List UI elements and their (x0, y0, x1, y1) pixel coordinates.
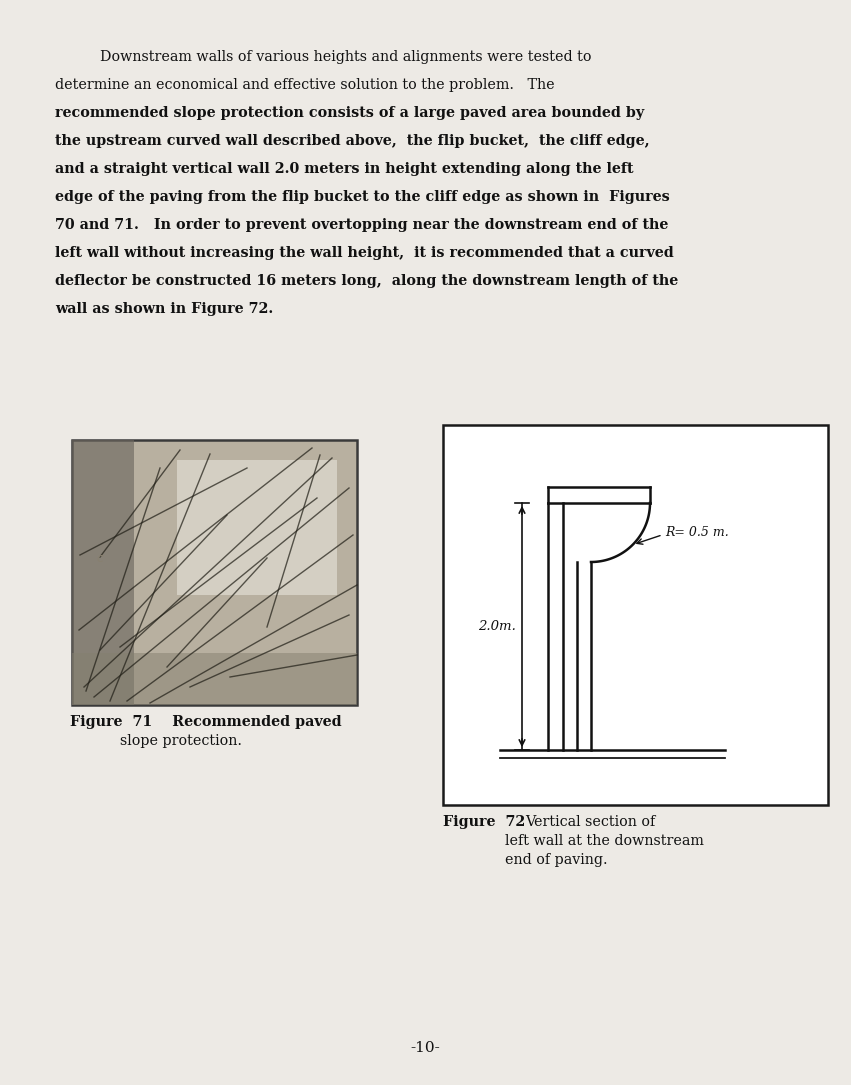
Text: Figure  71    Recommended paved: Figure 71 Recommended paved (70, 715, 341, 729)
Text: deflector be constructed 16 meters long,  along the downstream length of the: deflector be constructed 16 meters long,… (55, 275, 678, 288)
Text: Downstream walls of various heights and alignments were tested to: Downstream walls of various heights and … (55, 50, 591, 64)
Text: wall as shown in Figure 72.: wall as shown in Figure 72. (55, 302, 273, 316)
Text: -10-: -10- (411, 1041, 440, 1055)
Bar (443, 425, 828, 805)
Bar (177, 460, 337, 595)
Bar (72, 653, 357, 705)
Text: Vertical section of: Vertical section of (525, 815, 655, 829)
Text: determine an economical and effective solution to the problem.   The: determine an economical and effective so… (55, 78, 555, 92)
Text: end of paving.: end of paving. (505, 853, 608, 867)
Bar (72, 441, 357, 705)
Text: Figure  72: Figure 72 (443, 815, 525, 829)
Bar (72, 441, 134, 705)
Text: and a straight vertical wall 2.0 meters in height extending along the left: and a straight vertical wall 2.0 meters … (55, 162, 633, 176)
Text: 70 and 71.   In order to prevent overtopping near the downstream end of the: 70 and 71. In order to prevent overtoppi… (55, 218, 668, 232)
Text: R= 0.5 m.: R= 0.5 m. (665, 526, 728, 539)
Text: the upstream curved wall described above,  the flip bucket,  the cliff edge,: the upstream curved wall described above… (55, 135, 649, 148)
Text: c: c (96, 551, 103, 564)
Text: 2.0m.: 2.0m. (478, 620, 516, 633)
Text: left wall without increasing the wall height,  it is recommended that a curved: left wall without increasing the wall he… (55, 246, 674, 260)
Text: slope protection.: slope protection. (120, 733, 242, 748)
Text: recommended slope protection consists of a large paved area bounded by: recommended slope protection consists of… (55, 106, 644, 120)
Text: left wall at the downstream: left wall at the downstream (505, 834, 704, 848)
Text: edge of the paving from the flip bucket to the cliff edge as shown in  Figures: edge of the paving from the flip bucket … (55, 190, 670, 204)
